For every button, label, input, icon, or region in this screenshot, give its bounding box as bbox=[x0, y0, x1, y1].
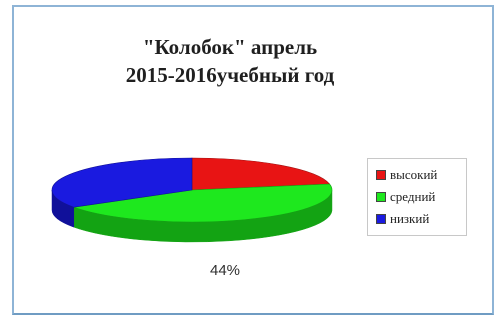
chart-title-line-2: 2015-2016учебный год bbox=[125, 63, 335, 87]
pie-slice-high bbox=[191, 157, 331, 191]
pie-slice-medium bbox=[73, 183, 333, 223]
legend-swatch-low bbox=[376, 214, 386, 224]
legend-label-low: низкий bbox=[390, 211, 430, 226]
data-label-medium-percent: 44% bbox=[209, 262, 241, 279]
chart-title-line-1: "Колобок" апрель bbox=[142, 35, 318, 59]
legend-item-low: низкий bbox=[368, 208, 466, 230]
legend-label-high: высокий bbox=[390, 167, 438, 182]
legend-item-medium: средний bbox=[368, 186, 466, 208]
legend-item-high: высокий bbox=[368, 164, 466, 186]
chart-legend: высокий средний низкий bbox=[367, 158, 467, 236]
legend-label-medium: средний bbox=[390, 189, 436, 204]
legend-swatch-medium bbox=[376, 192, 386, 202]
legend-swatch-high bbox=[376, 170, 386, 180]
pie-slice-low bbox=[51, 157, 193, 208]
